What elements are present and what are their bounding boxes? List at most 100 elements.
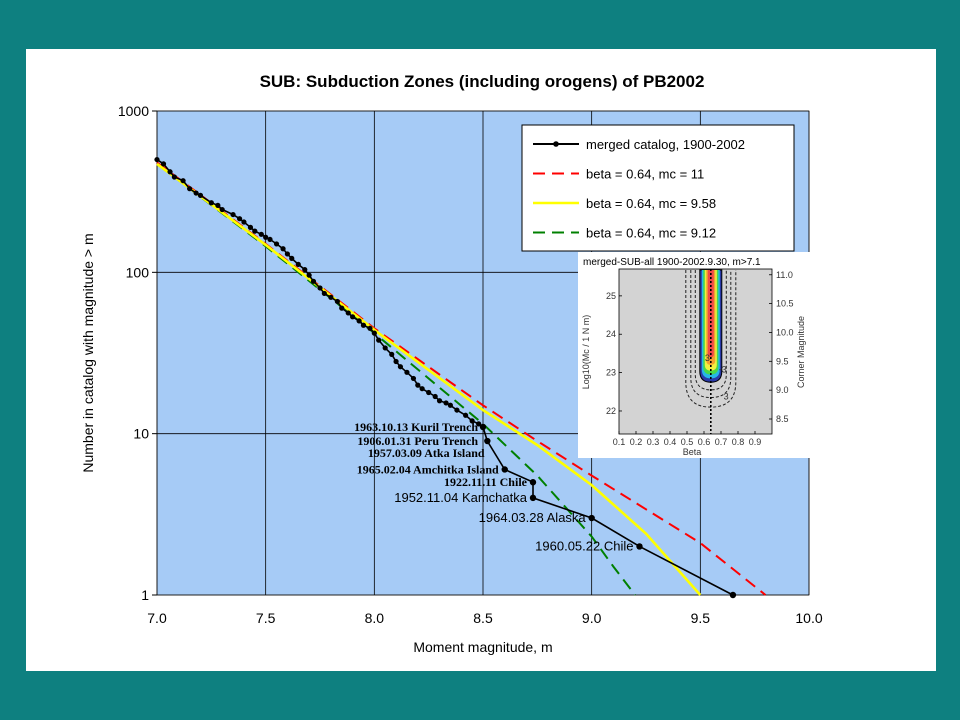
inset-left-tick-label: 23 (606, 368, 616, 378)
inset-x-tick-label: 0.9 (749, 437, 762, 447)
catalog-point (219, 206, 225, 213)
catalog-point (252, 228, 258, 234)
event-annotation: 1960.05.22 Chile (535, 538, 633, 553)
inset-left-tick-label: 25 (606, 291, 616, 301)
catalog-point (289, 255, 295, 262)
catalog-point (236, 216, 243, 222)
catalog-point (371, 330, 377, 336)
y-tick-label: 100 (126, 264, 150, 280)
catalog-point (389, 351, 395, 357)
catalog-point (345, 310, 351, 316)
catalog-point (302, 266, 308, 273)
catalog-point (284, 251, 290, 257)
x-tick-label: 10.0 (795, 610, 822, 626)
x-tick-label: 7.5 (256, 610, 276, 626)
inset-ticks: 0.1 0.2 0.3 0.4 0.5 0.6 0.7 0.8 0.9 22 23 24 25 8.5 9.… (606, 270, 794, 447)
catalog-point (367, 325, 373, 331)
catalog-point (415, 382, 421, 388)
inset-right-tick-label: 11.0 (776, 270, 793, 280)
inset-right-tick-label: 9.0 (776, 385, 789, 395)
x-tick-label: 7.0 (147, 610, 167, 626)
catalog-point (454, 407, 460, 413)
catalog-point (197, 192, 204, 198)
catalog-point (295, 261, 301, 267)
catalog-point (729, 591, 737, 599)
y-tick-label: 1000 (118, 103, 149, 119)
catalog-point (317, 285, 323, 291)
catalog-point (339, 305, 345, 311)
catalog-point (432, 393, 438, 400)
catalog-point (501, 466, 508, 473)
catalog-point (484, 437, 491, 445)
catalog-point (208, 200, 214, 206)
y-tick-label: 10 (133, 426, 149, 442)
catalog-point (636, 543, 643, 550)
slide-panel: SUB: Subduction Zones (including orogens… (26, 49, 936, 671)
catalog-point (463, 412, 469, 418)
inset-right-axis-label: Corner Magnitude (796, 316, 806, 388)
event-annotation: 1963.10.13 Kuril Trench (354, 420, 478, 434)
inset-x-tick-label: 0.8 (732, 437, 745, 447)
inset-contour-label: -3 (719, 365, 727, 375)
y-axis-label: Number in catalog with magnitude > m (80, 233, 96, 472)
catalog-point (241, 219, 247, 225)
catalog-point (356, 318, 362, 324)
x-axis-label: Moment magnitude, m (413, 639, 552, 655)
inset-contour-label: 3 (724, 391, 729, 401)
inset-contours: 3 -3 3 (685, 269, 737, 434)
catalog-point (476, 421, 482, 427)
legend-label: beta = 0.64, mc = 11 (586, 167, 704, 182)
event-annotation: 1965.02.04 Amchitka Island (357, 462, 499, 476)
inset-x-label: Beta (683, 447, 702, 457)
inset-right-tick-label: 10.0 (776, 327, 794, 337)
catalog-point (171, 174, 177, 180)
inset-x-tick-label: 0.4 (664, 437, 677, 447)
inset-right-tick-label: 8.5 (776, 414, 789, 424)
catalog-point (426, 389, 432, 396)
x-axis-ticks: 7.0 7.5 8.0 8.5 9.0 9.5 10.0 (147, 610, 823, 626)
x-tick-label: 9.0 (582, 610, 602, 626)
legend-label: beta = 0.64, mc = 9.58 (586, 196, 716, 211)
catalog-point (360, 322, 367, 328)
event-annotation: 1922.11.11 Chile (444, 475, 528, 489)
y-axis-ticks: 1 10 100 1000 (118, 103, 157, 603)
catalog-point (230, 211, 236, 218)
x-tick-label: 9.5 (691, 610, 711, 626)
legend: merged catalog, 1900-2002 beta = 0.64, mc… (521, 124, 795, 252)
catalog-point (469, 418, 475, 424)
catalog-point (258, 231, 264, 237)
x-tick-label: 8.0 (365, 610, 385, 626)
inset-x-tick-label: 0.1 (613, 437, 626, 447)
grid (156, 110, 810, 596)
catalog-point (273, 241, 280, 247)
catalog-point (334, 298, 340, 305)
inset-x-tick-label: 0.6 (698, 437, 711, 447)
catalog-point (404, 369, 410, 375)
catalog-point (310, 278, 317, 284)
inset-x-tick-label: 0.3 (647, 437, 660, 447)
catalog-point (419, 386, 425, 392)
catalog-point (479, 423, 487, 431)
legend-marker (553, 141, 559, 147)
inset-contour (685, 270, 737, 408)
catalog-point (247, 224, 254, 230)
x-tick-label: 8.5 (473, 610, 493, 626)
catalog-point (328, 294, 334, 300)
catalog-point (447, 402, 453, 408)
legend-box (521, 124, 795, 252)
catalog-point (167, 169, 173, 175)
inset-x-tick-label: 0.5 (681, 437, 694, 447)
chart-title: SUB: Subduction Zones (including orogens… (260, 72, 705, 91)
catalog-point (529, 479, 537, 486)
event-annotation: 1964.03.28 Alaska (479, 510, 587, 525)
event-annotation: 1957.03.09 Atka Island (368, 446, 485, 460)
inset-x-tick-label: 0.7 (715, 437, 728, 447)
catalog-point (376, 337, 382, 343)
event-annotation: 1952.11.04 Kamchatka (394, 490, 528, 505)
legend-label: merged catalog, 1900-2002 (586, 137, 745, 152)
catalog-point (321, 290, 327, 297)
inset-right-tick-label: 9.5 (776, 356, 789, 366)
catalog-point (154, 156, 160, 163)
catalog-point (410, 375, 417, 382)
